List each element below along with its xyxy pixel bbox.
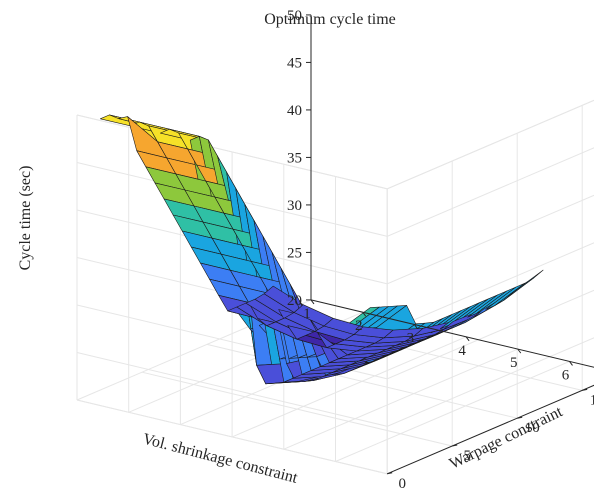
grid-line [387, 384, 594, 475]
y-tick-mark [452, 444, 458, 447]
x-tick-mark [310, 299, 315, 305]
x-tick-mark [413, 324, 418, 329]
tick-labels: 123456705101520253035404550 [287, 8, 594, 491]
chart-title: Optimum cycle time [264, 11, 396, 28]
y-axis-title: Warpage constraint [447, 403, 566, 473]
y-tick-label: 10 [525, 420, 540, 436]
z-tick-label: 20 [287, 293, 302, 309]
z-axis-title: Cycle time (sec) [17, 166, 34, 271]
x-tick-label: 1 [303, 306, 311, 322]
z-tick-label: 30 [287, 198, 302, 214]
x-tick-label: 3 [407, 331, 415, 347]
x-tick-mark [465, 336, 470, 342]
y-axis-line [387, 384, 594, 475]
z-tick-label: 35 [287, 150, 302, 166]
x-tick-mark [362, 311, 367, 317]
y-tick-mark [517, 416, 523, 419]
x-tick-label: 2 [355, 318, 363, 334]
x-tick-mark [569, 361, 573, 366]
z-tick-label: 50 [287, 8, 302, 24]
y-tick-mark [387, 472, 393, 475]
y-tick-label: 5 [463, 448, 471, 464]
surface-plot [100, 114, 544, 385]
z-tick-label: 25 [287, 245, 302, 261]
y-tick-label: 15 [590, 392, 594, 408]
x-tick-label: 4 [458, 343, 466, 359]
y-tick-mark [582, 388, 588, 391]
grid-line [141, 371, 453, 447]
surface-patch [503, 269, 544, 301]
x-tick-label: 6 [562, 367, 570, 383]
x-tick-label: 5 [510, 355, 518, 371]
y-tick-label: 0 [398, 476, 406, 491]
grid-line [76, 399, 388, 475]
z-tick-label: 45 [287, 55, 302, 71]
x-tick-mark [517, 348, 522, 354]
axes [306, 14, 594, 475]
z-tick-label: 40 [287, 103, 302, 119]
x-axis-title: Vol. shrinkage constraint [141, 430, 300, 486]
